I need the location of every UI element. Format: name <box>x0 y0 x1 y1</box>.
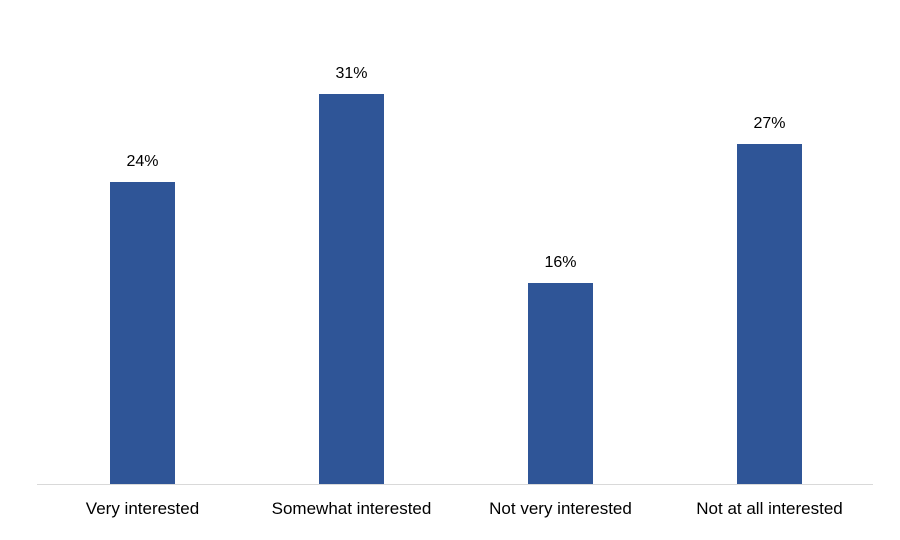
data-label: 24% <box>126 153 159 170</box>
data-label: 31% <box>335 65 368 82</box>
category-label: Not at all interested <box>696 499 843 518</box>
x-axis-line <box>37 484 873 485</box>
category-label: Very interested <box>85 499 200 518</box>
category-label: Somewhat interested <box>271 499 432 518</box>
bar <box>737 144 802 484</box>
category-label: Not very interested <box>489 499 632 518</box>
bar <box>110 182 175 484</box>
bar <box>319 94 384 484</box>
bar <box>528 283 593 484</box>
data-label: 16% <box>544 254 577 271</box>
data-label: 27% <box>753 115 786 132</box>
